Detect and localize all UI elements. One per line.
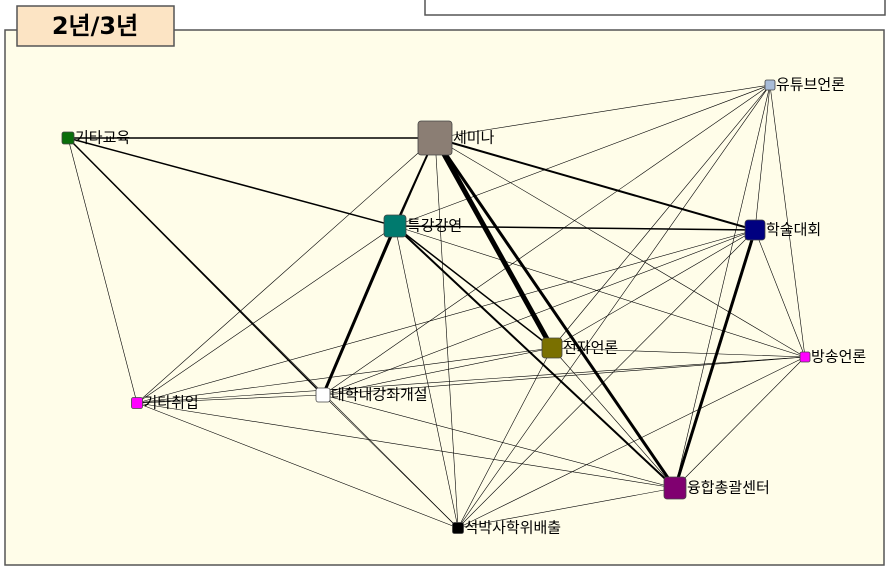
- node: [764, 79, 776, 91]
- edge: [394, 225, 459, 529]
- edge: [322, 356, 806, 396]
- title: 2년/3년: [52, 12, 138, 40]
- edge: [434, 137, 459, 529]
- edge: [457, 356, 806, 529]
- edge: [136, 402, 459, 529]
- node: [131, 397, 143, 409]
- edge: [457, 84, 771, 529]
- edge: [67, 137, 459, 529]
- top-box: [424, 0, 886, 16]
- edge: [136, 356, 806, 404]
- edge: [434, 137, 806, 358]
- node: [663, 476, 687, 500]
- edge: [434, 137, 756, 231]
- node-label: 석박사학위배출: [465, 519, 562, 537]
- node-label: 융합총괄센터: [687, 479, 770, 497]
- node: [744, 219, 766, 241]
- edge: [136, 402, 676, 489]
- node-label: 기타취업: [144, 394, 199, 412]
- edge: [754, 84, 771, 231]
- edge: [394, 225, 756, 231]
- node: [541, 337, 563, 359]
- edge: [394, 225, 806, 358]
- title-tab: [16, 5, 175, 47]
- edge: [674, 84, 771, 489]
- node-label: 전자언론: [563, 339, 618, 357]
- edge: [457, 487, 676, 529]
- node: [799, 351, 811, 363]
- edge: [322, 394, 676, 489]
- node-label: 방송언론: [811, 348, 866, 366]
- node-label: 세미나: [453, 129, 495, 147]
- edge: [432, 136, 555, 350]
- edge: [433, 137, 677, 489]
- edge: [673, 229, 757, 489]
- edge: [754, 229, 806, 358]
- edge: [394, 84, 771, 227]
- edge: [136, 347, 553, 404]
- edges: [67, 84, 806, 529]
- node: [452, 522, 464, 534]
- node: [61, 131, 75, 145]
- edge: [67, 137, 138, 404]
- edge: [136, 394, 324, 404]
- edge: [457, 229, 756, 529]
- edge: [322, 137, 436, 396]
- edge: [434, 84, 771, 139]
- edge: [136, 137, 436, 404]
- edge: [551, 229, 756, 349]
- edge: [136, 225, 396, 404]
- edge: [394, 225, 553, 349]
- edge: [551, 84, 771, 349]
- node: [383, 214, 407, 238]
- edge: [322, 229, 756, 396]
- edge: [674, 356, 806, 489]
- node-label: 특강강연: [407, 217, 462, 235]
- edge: [67, 137, 396, 227]
- edge: [322, 347, 553, 396]
- node-label: 학술대회: [766, 221, 821, 239]
- edge: [136, 229, 756, 404]
- edge: [551, 347, 676, 489]
- node-label: 유튜브언론: [776, 76, 845, 94]
- node: [417, 120, 453, 156]
- edge: [322, 84, 771, 396]
- node: [315, 387, 331, 403]
- node-label: 대학내강좌개설: [331, 386, 428, 404]
- edge: [551, 347, 806, 358]
- node-label: 기타교육: [75, 129, 130, 147]
- edge: [769, 84, 806, 358]
